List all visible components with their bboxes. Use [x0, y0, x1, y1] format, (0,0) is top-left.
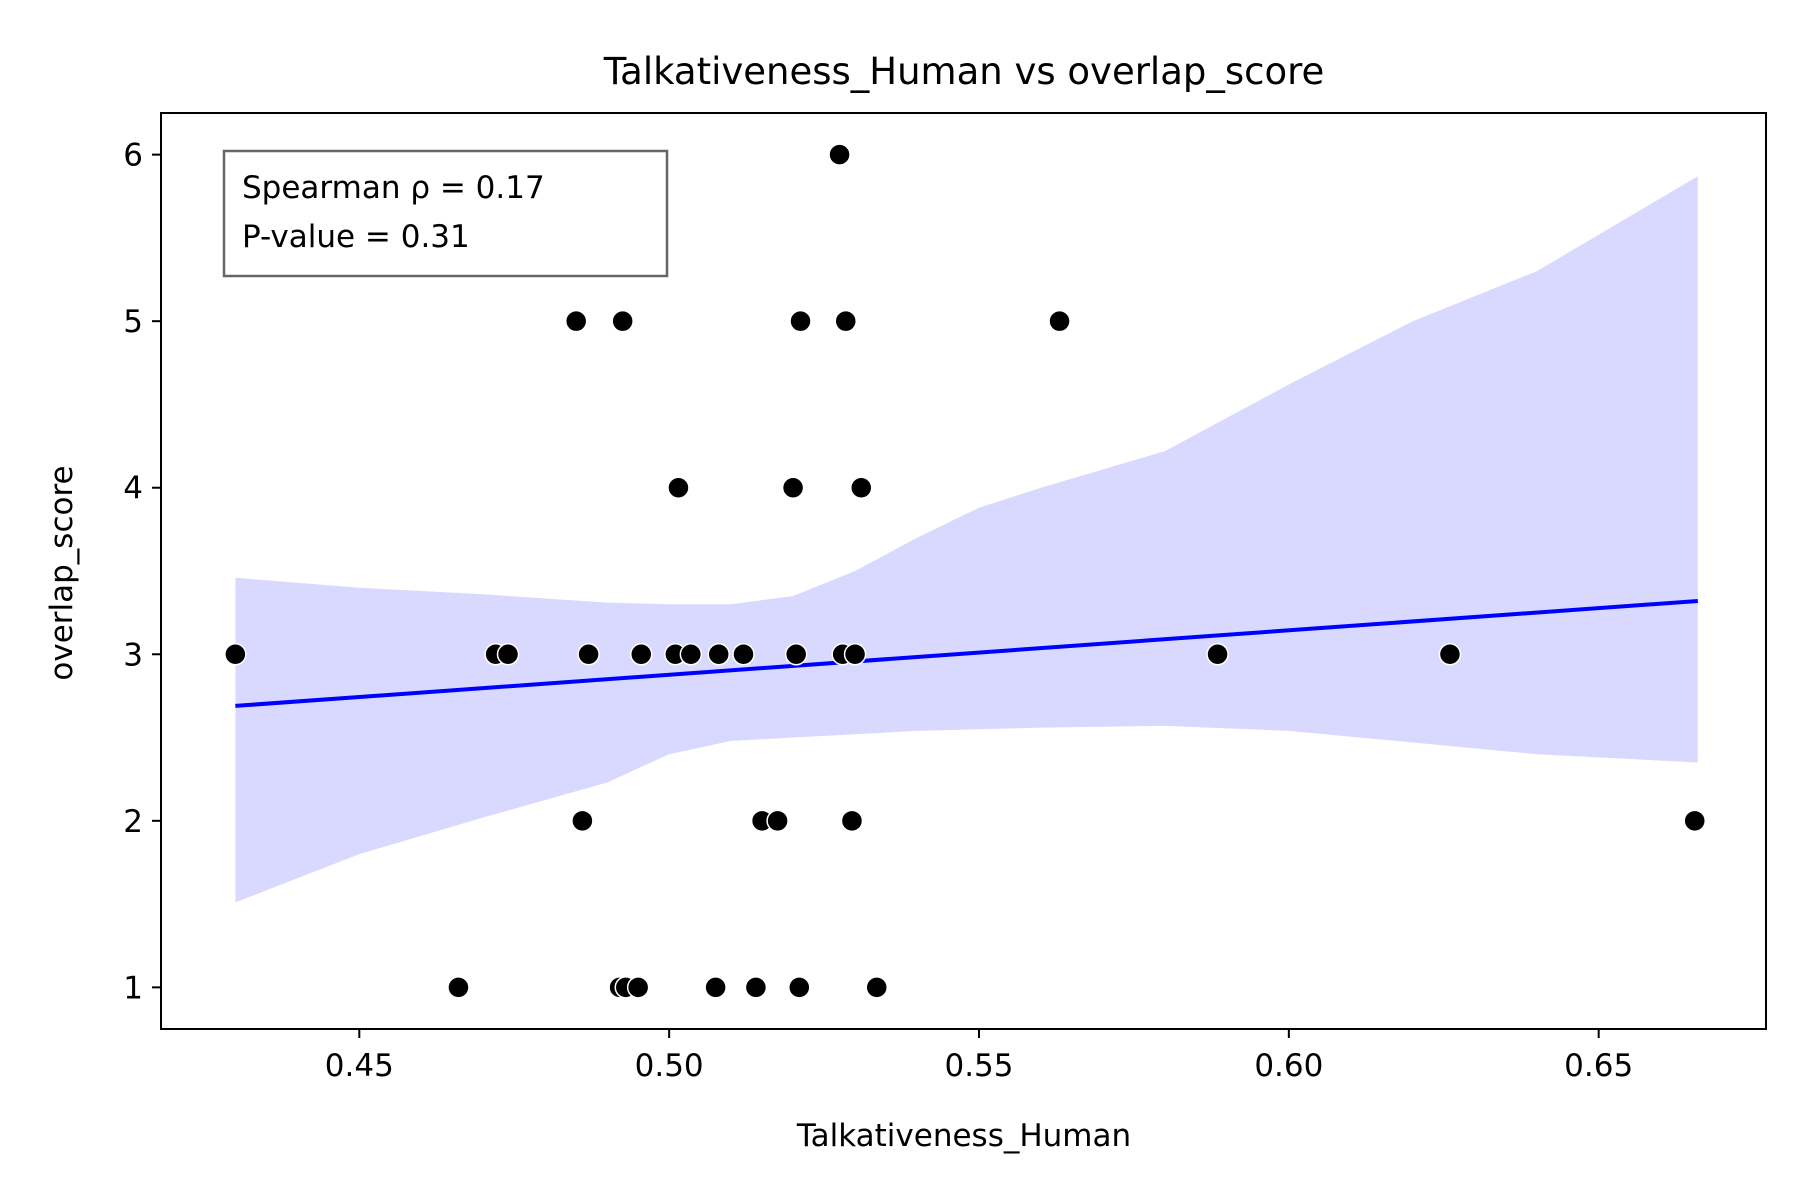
x-tick-label: 0.55: [944, 1048, 1013, 1084]
data-point-21: [781, 476, 805, 499]
y-tick-label: 3: [123, 637, 143, 673]
data-point-31: [865, 976, 888, 999]
regression-line-layer: [235, 598, 1698, 708]
data-point-1: [447, 976, 470, 999]
stats-annotation-box: [222, 149, 669, 278]
y-axis-ticks: 1 2 3 4 5 6: [123, 138, 161, 1006]
data-point-17: [732, 643, 755, 666]
data-point-33: [1206, 643, 1229, 666]
x-axis-label: Talkativeness_Human: [796, 1118, 1131, 1154]
data-point-14: [679, 643, 703, 666]
data-point-23: [788, 976, 811, 999]
p-value-label: P-value = 0.31: [242, 219, 470, 255]
data-point-10: [626, 976, 650, 999]
data-point-6: [577, 643, 600, 666]
data-point-18: [744, 976, 768, 999]
data-point-16: [707, 643, 730, 666]
stats-annotation: Spearman ρ = 0.17 P-value = 0.31: [222, 149, 669, 278]
data-point-5: [571, 809, 594, 833]
data-point-32: [1048, 309, 1071, 333]
regression-line: [235, 598, 1698, 708]
data-point-27: [834, 309, 858, 333]
spearman-label: Spearman ρ = 0.17: [242, 170, 545, 206]
y-tick-label: 1: [123, 970, 143, 1006]
x-tick-label: 0.60: [1254, 1048, 1323, 1084]
data-point-11: [630, 643, 653, 666]
data-point-34: [1438, 643, 1462, 666]
x-tick-label: 0.45: [325, 1048, 394, 1084]
data-point-15: [704, 976, 727, 999]
x-axis-ticks: 0.45 0.50 0.55 0.60 0.65: [325, 1029, 1633, 1084]
confidence-band-layer: [235, 176, 1698, 903]
data-point-30: [850, 476, 873, 499]
data-point-35: [1683, 809, 1706, 833]
data-points-layer: [224, 143, 1706, 999]
data-point-4: [564, 309, 588, 333]
data-point-3: [496, 643, 520, 666]
y-tick-label: 6: [123, 138, 143, 174]
y-tick-label: 2: [123, 804, 143, 840]
data-point-20: [766, 809, 789, 833]
data-point-29: [843, 643, 867, 666]
x-tick-label: 0.65: [1564, 1048, 1633, 1084]
y-tick-label: 5: [123, 304, 143, 340]
plot-frame: [160, 112, 1767, 1030]
data-point-0: [224, 643, 247, 666]
confidence-band: [235, 176, 1698, 903]
y-tick-label: 4: [123, 471, 143, 507]
data-point-24: [789, 309, 812, 333]
data-point-13: [667, 476, 690, 499]
y-axis-label: overlap_score: [44, 465, 80, 680]
data-point-28: [840, 809, 864, 833]
data-point-22: [784, 643, 808, 666]
data-point-25: [828, 143, 851, 166]
data-point-9: [611, 309, 634, 333]
chart-title: Talkativeness_Human vs overlap_score: [603, 50, 1325, 93]
x-tick-label: 0.50: [635, 1048, 704, 1084]
